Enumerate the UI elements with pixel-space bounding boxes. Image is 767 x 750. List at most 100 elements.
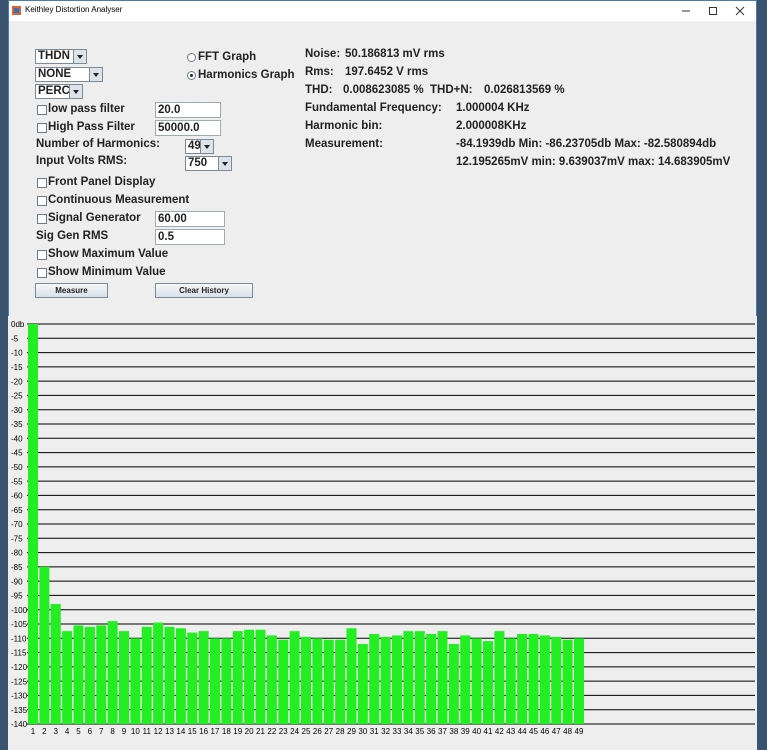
checkbox[interactable] (37, 196, 47, 206)
bar (357, 644, 368, 724)
bar (73, 625, 84, 724)
info-value: 0.008623085 % (343, 84, 424, 96)
bar (198, 631, 209, 724)
x-tick-label: 36 (427, 727, 436, 736)
bar (471, 638, 482, 724)
checkbox[interactable] (37, 123, 47, 133)
text-field[interactable]: 50000.0 (155, 120, 221, 136)
bar (130, 638, 141, 724)
bar (562, 639, 573, 724)
checkbox[interactable] (37, 105, 47, 115)
bar (210, 638, 220, 724)
checkbox[interactable] (37, 268, 47, 278)
y-tick-label: -125 (11, 677, 28, 686)
info-value: 197.6452 V rms (345, 66, 429, 78)
y-tick-label: -130 (11, 692, 28, 701)
x-tick-label: 24 (290, 727, 299, 736)
y-tick-label: -120 (11, 663, 28, 672)
bar (266, 635, 277, 724)
harmonics-chart: 0db -5 -10 -15 -20 -25 -30 -35 -40 -45 -50 -55 -60 -6… (8, 316, 757, 750)
checkbox[interactable] (37, 250, 47, 260)
bar (141, 626, 152, 724)
label: FFT Graph (198, 51, 257, 63)
x-tick-label: 49 (575, 727, 584, 736)
info-label: Harmonic bin: (305, 120, 383, 132)
info-value: -84.1939db Min: -86.23705db Max: -82.580… (456, 138, 717, 150)
x-tick-label: 41 (484, 727, 493, 736)
text-field[interactable]: 20.0 (155, 102, 221, 118)
x-tick-label: 44 (518, 727, 527, 736)
label: Harmonics Graph (198, 69, 295, 81)
y-tick-label: -45 (11, 449, 23, 458)
bar (528, 634, 539, 724)
label: Show Maximum Value (48, 248, 169, 260)
bar (551, 636, 562, 724)
text-field[interactable]: 0.5 (155, 229, 225, 245)
units-combo[interactable]: PERC (35, 84, 83, 99)
combo-value: PERC (38, 85, 70, 97)
y-tick-label: -65 (11, 506, 23, 515)
harmonics-combo[interactable]: 49 (185, 139, 214, 154)
y-tick-label: -100 (11, 606, 28, 615)
x-tick-label: 26 (313, 727, 322, 736)
radio[interactable] (187, 71, 196, 80)
info-value: 12.195265mV min: 9.639037mV max: 14.6839… (456, 156, 731, 168)
bar (517, 634, 528, 724)
x-tick-label: 7 (99, 727, 104, 736)
filter-combo[interactable]: NONE (35, 67, 103, 82)
bar (505, 638, 516, 724)
measure-button[interactable]: Measure (35, 283, 108, 298)
label: Show Minimum Value (48, 266, 166, 278)
x-tick-label: 11 (143, 727, 152, 736)
mode-combo[interactable]: THDN (35, 49, 87, 64)
checkbox[interactable] (37, 178, 47, 188)
label: Number of Harmonics: (36, 138, 160, 150)
x-tick-label: 31 (370, 727, 379, 736)
x-tick-label: 4 (65, 727, 70, 736)
combo-value: THDN (38, 50, 70, 62)
label: Sig Gen RMS (36, 230, 109, 242)
radio[interactable] (187, 53, 196, 62)
clear-history-button[interactable]: Clear History (155, 283, 253, 298)
app-icon (12, 6, 21, 15)
x-tick-label: 2 (42, 727, 47, 736)
x-tick-label: 17 (211, 727, 220, 736)
bar (346, 628, 357, 724)
bar (312, 638, 323, 724)
bar (392, 635, 402, 724)
text-field[interactable]: 60.00 (155, 211, 225, 227)
x-tick-label: 35 (415, 727, 424, 736)
info-label: Measurement: (305, 138, 383, 150)
bar (437, 631, 448, 724)
y-tick-label: -135 (11, 706, 28, 715)
x-tick-label: 23 (279, 727, 288, 736)
y-tick-label: -25 (11, 392, 23, 401)
bar (278, 639, 289, 724)
y-tick-label: -70 (11, 520, 23, 529)
x-tick-label: 39 (461, 727, 470, 736)
y-tick-label: -105 (11, 620, 28, 629)
info-label: Noise: (305, 48, 341, 60)
bar (96, 625, 107, 724)
info-value: 1.000004 KHz (456, 102, 530, 114)
x-tick-label: 20 (245, 727, 254, 736)
info-label: THD+N: (430, 84, 473, 96)
bar (335, 639, 346, 724)
label: Front Panel Display (48, 176, 156, 188)
x-tick-label: 42 (495, 727, 504, 736)
volts-combo[interactable]: 750 (185, 156, 232, 171)
bar (483, 641, 493, 724)
bar (448, 644, 459, 724)
bar (414, 631, 425, 724)
y-tick-label: -75 (11, 534, 23, 543)
checkbox[interactable] (37, 214, 47, 224)
bar (403, 631, 414, 724)
y-tick-label: -95 (11, 592, 23, 601)
title-bar: Keithley Distortion Analyser (9, 1, 756, 21)
x-tick-label: 1 (31, 727, 36, 736)
bar (39, 566, 50, 724)
window-buttons[interactable] (676, 1, 756, 21)
bar (119, 631, 129, 724)
bar (244, 629, 255, 724)
y-tick-label: -60 (11, 492, 23, 501)
